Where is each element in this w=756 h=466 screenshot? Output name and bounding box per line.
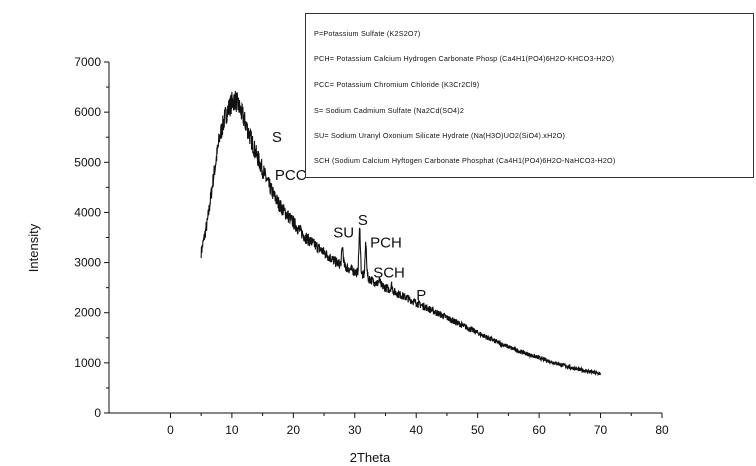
x-tick-label: 0: [167, 423, 174, 437]
y-tick-label: 2000: [74, 306, 101, 320]
legend-entry-su: SU= Sodium Uranyl Oxonium Silicate Hydra…: [314, 131, 566, 140]
x-tick-label: 10: [225, 423, 239, 437]
legend-entry-s: S= Sodium Cadmium Sulfate (Na2Cd(SO4)2: [314, 106, 465, 115]
peak-label: SU: [333, 225, 354, 242]
y-tick-label: 6000: [74, 105, 101, 119]
x-tick-label: 20: [287, 423, 301, 437]
y-tick-label: 0: [94, 406, 101, 420]
x-tick-label: 50: [471, 423, 485, 437]
x-tick-label: 80: [655, 423, 669, 437]
y-tick-label: 4000: [74, 205, 101, 219]
y-axis-title: Intensity: [26, 223, 41, 272]
x-tick-label: 40: [410, 423, 424, 437]
peak-label: S: [272, 129, 282, 146]
x-axis-title: 2Theta: [350, 450, 391, 465]
ticks: 0 10 20 30 40 50 60 70 80 0 1000 2000 3000 4000 5000 60…: [74, 55, 669, 437]
series: [200, 91, 602, 377]
y-tick-label: 5000: [74, 155, 101, 169]
legend: P=Potassium Sulfate (K2S2O7) PCH= Potass…: [305, 13, 754, 178]
legend-entry-sch: SCH (Sodium Calcium Hyftogen Carbonate P…: [314, 156, 616, 165]
legend-entry-pch: PCH= Potassium Calcium Hydrogen Carbonat…: [314, 54, 615, 63]
peak-label: P: [416, 287, 426, 304]
peak-label: PCH: [370, 235, 402, 252]
y-tick-label: 1000: [74, 356, 101, 370]
peak-label: S: [358, 212, 368, 229]
peak-label: PCC: [275, 167, 307, 184]
legend-entry-pcc: PCC= Potassium Chromium Chloride (K3Cr2C…: [314, 80, 480, 89]
y-tick-label: 7000: [74, 55, 101, 69]
peak-label: SCH: [373, 265, 405, 282]
legend-entry-p: P=Potassium Sulfate (K2S2O7): [314, 29, 421, 38]
x-tick-label: 70: [594, 423, 608, 437]
x-tick-label: 60: [532, 423, 546, 437]
xrd-trace: [200, 91, 602, 377]
y-tick-label: 3000: [74, 256, 101, 270]
x-tick-label: 30: [348, 423, 362, 437]
